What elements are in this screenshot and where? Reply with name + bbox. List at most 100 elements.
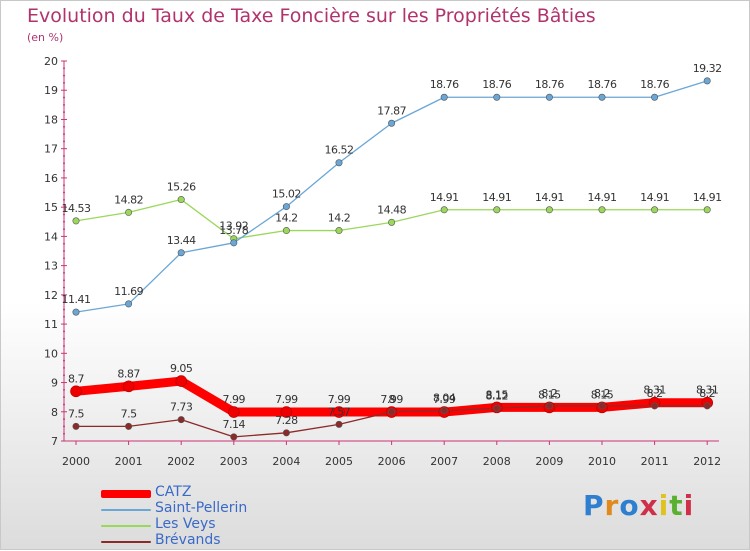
y-minor-tick: [63, 133, 65, 136]
logo-letter: t: [669, 489, 684, 522]
data-point-les-veys: [388, 218, 396, 226]
data-point-br-vands: [651, 402, 659, 410]
data-point-saint-pellerin: [703, 77, 711, 85]
data-point-saint-pellerin: [72, 308, 80, 316]
logo-letter: P: [583, 489, 605, 522]
legend-swatch-les-veys: [101, 525, 151, 527]
data-point-saint-pellerin: [177, 249, 185, 257]
y-minor-tick: [63, 198, 65, 201]
x-tick-label: 2004: [272, 455, 300, 468]
data-point-saint-pellerin: [388, 119, 396, 127]
y-minor-tick: [63, 257, 65, 260]
data-label-les-veys: 14.53: [62, 202, 91, 215]
data-point-les-veys: [125, 208, 133, 216]
data-point-br-vands: [388, 408, 396, 416]
data-label-les-veys: 14.48: [377, 203, 406, 216]
data-label-saint-pellerin: 19.32: [693, 62, 722, 75]
data-label-saint-pellerin: 18.76: [482, 78, 511, 91]
y-tick-label: 16: [44, 172, 58, 185]
data-label-catz: 8.31: [696, 384, 719, 397]
data-point-br-vands: [493, 404, 501, 412]
data-point-les-veys: [651, 206, 659, 214]
legend-label-br-vands: Brévands: [155, 532, 221, 548]
data-label-les-veys: 14.2: [275, 212, 298, 225]
y-tick-label: 15: [44, 201, 58, 214]
data-label-catz: 8.7: [68, 372, 84, 385]
x-tick-label: 2009: [535, 455, 563, 468]
data-label-catz: 8.15: [591, 388, 614, 401]
chart-title: Evolution du Taux de Taxe Foncière sur l…: [27, 5, 596, 27]
x-tick-label: 2001: [115, 455, 143, 468]
y-tick-label: 17: [44, 143, 58, 156]
data-point-br-vands: [230, 433, 238, 441]
data-point-catz: [175, 375, 187, 387]
data-point-catz: [228, 406, 240, 418]
data-label-br-vands: 7.28: [275, 414, 298, 427]
data-label-catz: 7.99: [380, 393, 403, 406]
data-point-les-veys: [282, 227, 290, 235]
data-label-br-vands: 8.12: [486, 389, 509, 402]
y-minor-tick: [63, 111, 65, 114]
data-label-les-veys: 15.26: [167, 181, 196, 194]
data-label-br-vands: 7.5: [68, 407, 84, 420]
legend-label-saint-pellerin: Saint-Pellerin: [155, 500, 248, 516]
y-minor-tick: [63, 396, 65, 399]
y-minor-tick: [63, 366, 65, 369]
data-point-saint-pellerin: [598, 93, 606, 101]
data-label-saint-pellerin: 17.87: [377, 104, 406, 117]
data-label-les-veys: 14.91: [430, 191, 459, 204]
x-tick-label: 2002: [167, 455, 195, 468]
data-point-saint-pellerin: [440, 93, 448, 101]
data-label-saint-pellerin: 13.44: [167, 234, 196, 247]
data-label-saint-pellerin: 13.78: [219, 224, 248, 237]
data-label-catz: 8.15: [486, 388, 509, 401]
y-minor-tick: [63, 169, 65, 172]
data-label-les-veys: 13.92: [219, 220, 248, 233]
data-label-catz: 9.05: [170, 362, 193, 375]
data-point-les-veys: [440, 206, 448, 214]
legend-swatch-saint-pellerin: [101, 509, 151, 511]
y-tick-label: 14: [44, 230, 58, 243]
y-tick-label: 18: [44, 113, 58, 126]
x-tick-label: 2010: [588, 455, 616, 468]
logo-letter: x: [639, 489, 659, 522]
y-minor-tick: [63, 286, 65, 289]
data-label-catz: 7.99: [433, 393, 456, 406]
y-minor-tick: [63, 81, 65, 84]
data-label-saint-pellerin: 16.52: [325, 144, 354, 157]
data-point-les-veys: [598, 206, 606, 214]
x-tick-label: 2011: [641, 455, 669, 468]
data-label-les-veys: 14.91: [535, 191, 564, 204]
y-minor-tick: [63, 418, 65, 421]
y-tick-label: 9: [51, 377, 58, 390]
proxiti-logo: Proxiti: [583, 489, 694, 522]
data-point-br-vands: [282, 429, 290, 437]
y-minor-tick: [63, 125, 65, 128]
y-minor-tick: [63, 315, 65, 318]
y-minor-tick: [63, 220, 65, 223]
data-label-les-veys: 14.91: [588, 191, 617, 204]
data-point-saint-pellerin: [230, 239, 238, 247]
data-label-les-veys: 14.91: [640, 191, 669, 204]
data-point-les-veys: [177, 196, 185, 204]
data-label-saint-pellerin: 18.76: [640, 78, 669, 91]
y-tick-label: 10: [44, 347, 58, 360]
y-minor-tick: [63, 374, 65, 377]
data-point-catz: [122, 380, 135, 393]
x-tick-label: 2005: [325, 455, 353, 468]
x-tick-label: 2007: [430, 455, 458, 468]
y-minor-tick: [63, 162, 65, 165]
y-minor-tick: [63, 250, 65, 252]
y-tick-label: 11: [44, 318, 58, 331]
data-point-les-veys: [493, 206, 501, 214]
y-minor-tick: [63, 425, 65, 428]
data-label-br-vands: 8.2: [594, 387, 610, 400]
data-label-les-veys: 14.91: [693, 191, 722, 204]
y-minor-tick: [63, 308, 65, 311]
legend-swatch-br-vands: [101, 541, 151, 543]
data-point-br-vands: [703, 402, 711, 410]
y-minor-tick: [63, 337, 65, 340]
y-minor-tick: [63, 403, 65, 406]
data-label-les-veys: 14.91: [482, 191, 511, 204]
x-tick-label: 2008: [483, 455, 511, 468]
